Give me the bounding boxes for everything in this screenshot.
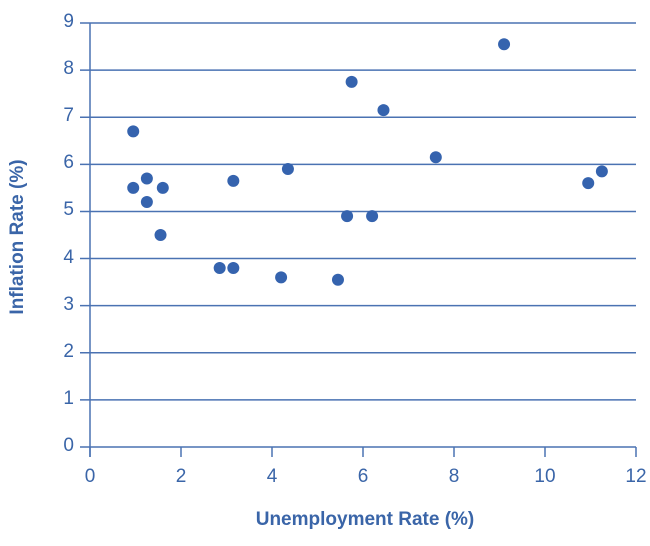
x-tick-label: 8 — [448, 466, 460, 487]
data-point — [127, 181, 140, 194]
data-point — [429, 151, 442, 164]
data-point — [227, 261, 240, 274]
y-tick-label: 2 — [63, 340, 74, 362]
data-point — [341, 210, 354, 223]
y-tick-label: 0 — [63, 435, 74, 456]
data-point — [281, 163, 294, 176]
data-point — [140, 172, 153, 185]
data-point — [213, 261, 226, 274]
data-point — [377, 104, 390, 117]
y-tick-label: 1 — [63, 387, 74, 409]
data-point — [156, 181, 169, 194]
data-point — [366, 210, 379, 223]
y-tick-label: 4 — [63, 246, 74, 268]
y-axis-title: Inflation Rate (%) — [7, 159, 28, 315]
data-point — [331, 273, 344, 286]
y-tick-label: 9 — [63, 11, 74, 32]
x-tick-label: 0 — [84, 466, 96, 487]
data-point — [595, 165, 608, 178]
x-tick-label: 6 — [357, 466, 369, 487]
data-point — [498, 38, 511, 51]
data-point — [127, 125, 140, 138]
x-axis-title: Unemployment Rate (%) — [255, 509, 475, 530]
y-tick-label: 6 — [63, 152, 74, 174]
x-tick-label: 12 — [625, 466, 647, 487]
x-tick-label: 4 — [266, 466, 278, 487]
y-tick-label: 3 — [63, 293, 74, 315]
data-point — [227, 174, 240, 187]
data-point — [582, 177, 595, 190]
data-point — [275, 271, 288, 284]
x-tick-label: 10 — [534, 466, 556, 487]
data-point — [345, 75, 358, 88]
y-tick-label: 8 — [63, 58, 74, 80]
axes — [89, 23, 637, 457]
data-points — [127, 38, 608, 286]
data-point — [154, 229, 167, 241]
data-point — [140, 196, 153, 209]
y-tick-label: 7 — [63, 105, 74, 127]
x-tick-label: 2 — [175, 466, 187, 487]
gridlines — [80, 22, 636, 448]
y-tick-label: 5 — [63, 199, 74, 221]
